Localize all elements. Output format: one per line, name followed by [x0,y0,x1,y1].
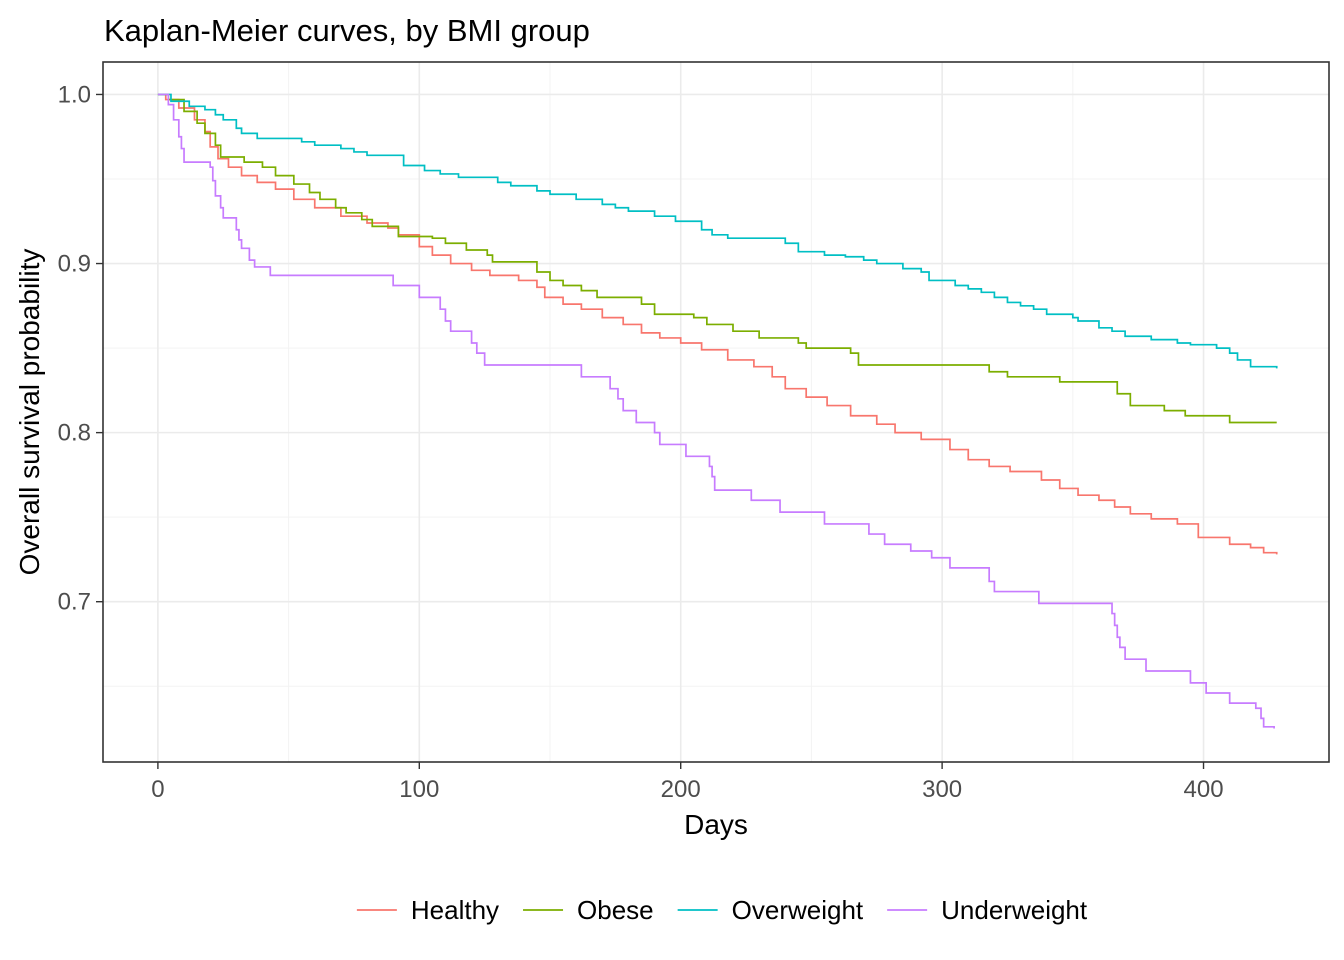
legend-item-obese: Obese [523,895,654,925]
y-tick-label: 1.0 [58,81,91,108]
legend-label-overweight: Overweight [732,895,864,925]
x-tick-label: 100 [399,776,439,803]
curve-overweight [157,93,1278,369]
major-gridlines [103,62,1329,762]
plot-panel [102,61,1330,763]
x-axis: 0 100 200 300 400 [151,762,1224,803]
legend-label-obese: Obese [577,895,654,925]
legend: Healthy Obese Overweight Underweight [356,895,1088,925]
x-tick-label: 300 [922,776,962,803]
y-axis: 0.7 0.8 0.9 1.0 [58,81,103,616]
legend-item-healthy: Healthy [356,895,499,925]
x-tick-label: 0 [151,776,164,803]
y-tick-label: 0.8 [58,420,91,447]
y-tick-label: 0.9 [58,251,91,278]
curve-healthy [157,93,1278,555]
minor-gridlines [103,62,1329,762]
chart-title: Kaplan-Meier curves, by BMI group [104,13,590,48]
legend-item-overweight: Overweight [677,895,864,925]
legend-label-healthy: Healthy [411,895,499,925]
x-axis-title: Days [684,809,748,840]
y-axis-title: Overall survival probability [14,249,45,576]
survival-curves [157,93,1278,729]
x-tick-label: 200 [661,776,701,803]
y-tick-label: 0.7 [58,589,91,616]
x-tick-label: 400 [1184,776,1224,803]
curve-obese [157,93,1277,424]
curve-underweight [157,93,1275,729]
legend-label-underweight: Underweight [941,895,1088,925]
legend-item-underweight: Underweight [887,895,1088,925]
